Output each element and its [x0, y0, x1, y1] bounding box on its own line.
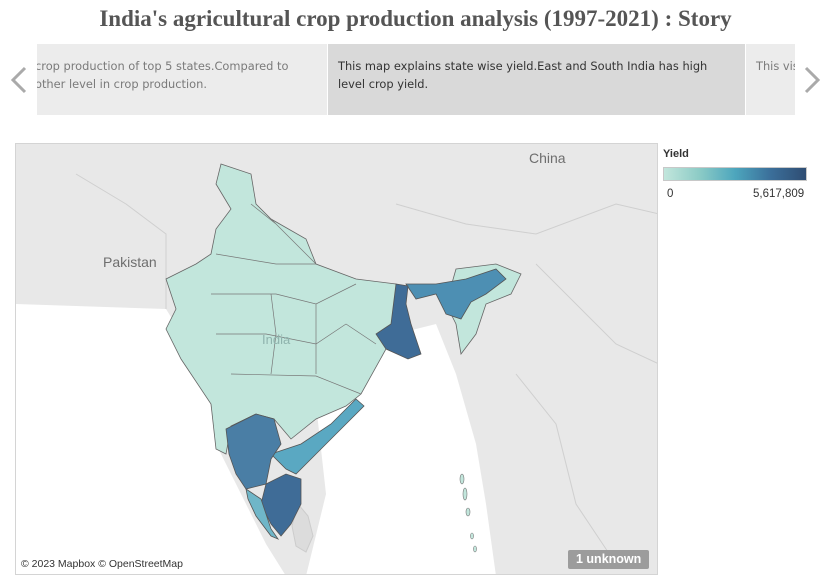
legend-min-label: 0 [667, 188, 674, 200]
previous-story-point-button[interactable] [7, 62, 31, 98]
color-ramp [663, 167, 807, 181]
legend-max-label: 5,617,809 [753, 188, 805, 200]
assam-high-yield [405, 268, 507, 320]
legend-title: Yield [663, 148, 689, 160]
yield-legend[interactable]: Yield 0 5,617,809 [663, 148, 813, 200]
map-label-china: China [529, 150, 566, 166]
andhra-coast-mid-yield [270, 398, 365, 475]
andaman-islands [459, 473, 477, 553]
map-attribution[interactable]: © 2023 Mapbox © OpenStreetMap [21, 558, 183, 570]
karnataka-high-yield [225, 413, 282, 490]
kerala-mid-yield [245, 488, 280, 540]
story-title: India's agricultural crop production ana… [99, 6, 732, 31]
unknown-values-indicator[interactable]: 1 unknown [568, 550, 650, 569]
sri-lanka [291, 502, 314, 553]
west-bengal-high-yield [375, 283, 422, 360]
story-point-next[interactable]: This vis take p [746, 44, 795, 115]
arabian-sea [16, 304, 285, 574]
state-borders-north [211, 203, 377, 395]
story-point-previous[interactable]: crop production of top 5 states.Compared… [37, 44, 327, 115]
yield-map[interactable]: China Pakistan India © 2023 Mapbox © Ope… [15, 143, 658, 575]
story-point-current[interactable]: This map explains state wise yield.East … [328, 44, 745, 115]
map-canvas [16, 163, 657, 574]
chevron-left-icon [10, 66, 27, 94]
map-label-india: India [262, 332, 291, 347]
map-label-pakistan: Pakistan [103, 254, 157, 270]
country-border-lines [75, 173, 657, 565]
story-navigator: crop production of top 5 states.Compared… [37, 44, 795, 115]
chevron-right-icon [804, 66, 821, 94]
next-story-point-button[interactable] [800, 62, 824, 98]
